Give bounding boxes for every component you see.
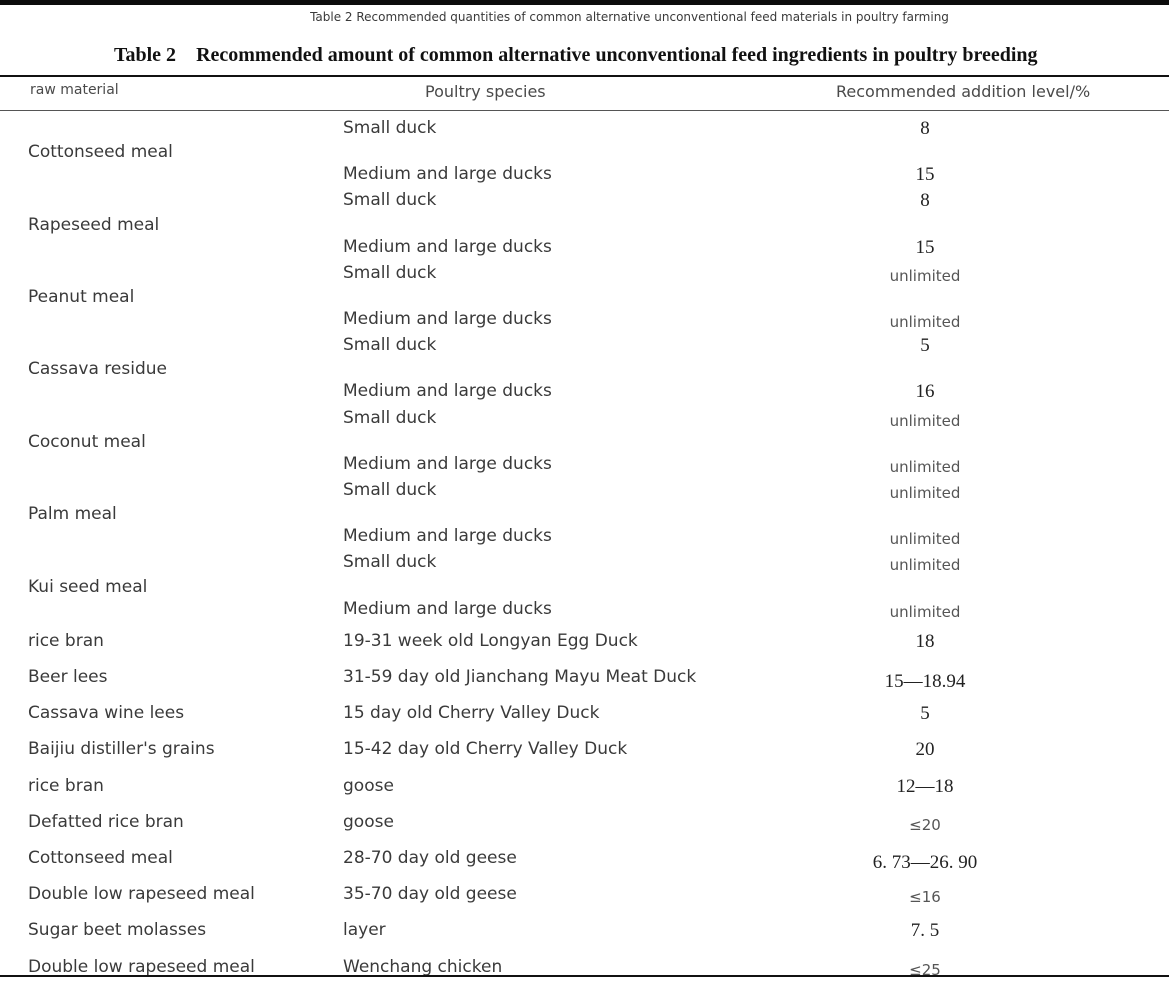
material-cell: Double low rapeseed meal (28, 884, 255, 905)
level-cell: unlimited (889, 556, 961, 575)
level-cell: unlimited (889, 313, 961, 331)
species-cell: Medium and large ducks (343, 236, 552, 257)
species-cell: Small duck (343, 552, 437, 573)
level-cell: 15—18.94 (884, 671, 966, 692)
table-title-text: Recommended amount of common alternative… (196, 44, 1038, 66)
species-cell: 35-70 day old geese (343, 884, 517, 905)
level-cell: unlimited (889, 411, 961, 430)
level-cell: 12—18 (896, 775, 954, 797)
species-cell: Medium and large ducks (343, 164, 552, 185)
level-cell: ≤25 (909, 960, 941, 979)
level-cell: unlimited (889, 530, 961, 549)
species-cell: 28-70 day old geese (343, 848, 517, 868)
species-cell: 15 day old Cherry Valley Duck (343, 703, 600, 724)
material-cell: Rapeseed meal (28, 214, 160, 235)
table-bottom-rule (0, 975, 1169, 977)
species-cell: goose (343, 775, 394, 796)
column-header-material: raw material (30, 82, 119, 98)
level-cell: unlimited (889, 457, 961, 476)
species-cell: 15-42 day old Cherry Valley Duck (343, 739, 628, 760)
level-cell: unlimited (889, 602, 961, 621)
species-cell: 31-59 day old Jianchang Mayu Meat Duck (343, 667, 697, 687)
material-cell: Defatted rice bran (28, 811, 184, 832)
species-cell: Small duck (343, 480, 437, 500)
level-cell: 5 (920, 335, 930, 357)
level-cell: 15 (915, 236, 935, 258)
material-cell: Beer lees (28, 667, 108, 687)
material-cell: Palm meal (28, 504, 117, 525)
species-cell: Medium and large ducks (343, 453, 552, 474)
material-cell: Baijiu distiller's grains (28, 739, 215, 760)
level-cell: unlimited (889, 266, 961, 285)
species-cell: Wenchang chicken (343, 956, 503, 977)
species-cell: Medium and large ducks (343, 526, 552, 547)
material-cell: Cottonseed meal (28, 142, 173, 163)
table-number: Table 2 (114, 44, 177, 66)
species-cell: Medium and large ducks (343, 598, 552, 619)
species-cell: layer (343, 920, 386, 941)
species-cell: Small duck (343, 262, 437, 283)
species-cell: 19-31 week old Longyan Egg Duck (343, 630, 638, 651)
material-cell: Cassava wine lees (28, 703, 185, 724)
table-subtitle: Table 2 Recommended quantities of common… (310, 10, 949, 24)
species-cell: Small duck (343, 335, 437, 356)
material-cell: rice bran (28, 775, 104, 796)
column-header-level: Recommended addition level/% (836, 82, 1091, 101)
level-cell: ≤16 (909, 888, 941, 907)
level-cell: 16 (915, 381, 935, 403)
material-cell: Kui seed meal (28, 576, 148, 597)
level-cell: 20 (915, 739, 935, 761)
table-header-rule (0, 110, 1169, 111)
species-cell: Medium and large ducks (343, 309, 552, 329)
level-cell: 5 (920, 703, 930, 725)
level-cell: 18 (915, 630, 935, 652)
material-cell: rice bran (28, 630, 104, 651)
table-top-rule (0, 75, 1169, 77)
level-cell: 8 (920, 118, 930, 139)
species-cell: Small duck (343, 407, 437, 428)
level-cell: 6. 73—26. 90 (872, 852, 978, 873)
species-cell: Small duck (343, 190, 437, 211)
material-cell: Coconut meal (28, 431, 146, 452)
material-cell: Cassava residue (28, 359, 167, 380)
material-cell: Double low rapeseed meal (28, 956, 255, 977)
level-cell: 7. 5 (910, 920, 940, 942)
species-cell: Medium and large ducks (343, 381, 552, 402)
level-cell: unlimited (889, 484, 961, 502)
level-cell: 15 (915, 164, 935, 186)
level-cell: ≤20 (909, 815, 941, 834)
material-cell: Cottonseed meal (28, 848, 173, 868)
material-cell: Sugar beet molasses (28, 920, 207, 941)
column-header-species: Poultry species (425, 82, 546, 101)
table-title: Table 2 Recommended amount of common alte… (0, 44, 1169, 67)
species-cell: Small duck (343, 118, 437, 138)
level-cell: 8 (920, 190, 930, 212)
top-border (0, 0, 1169, 5)
material-cell: Peanut meal (28, 286, 135, 307)
species-cell: goose (343, 811, 394, 832)
